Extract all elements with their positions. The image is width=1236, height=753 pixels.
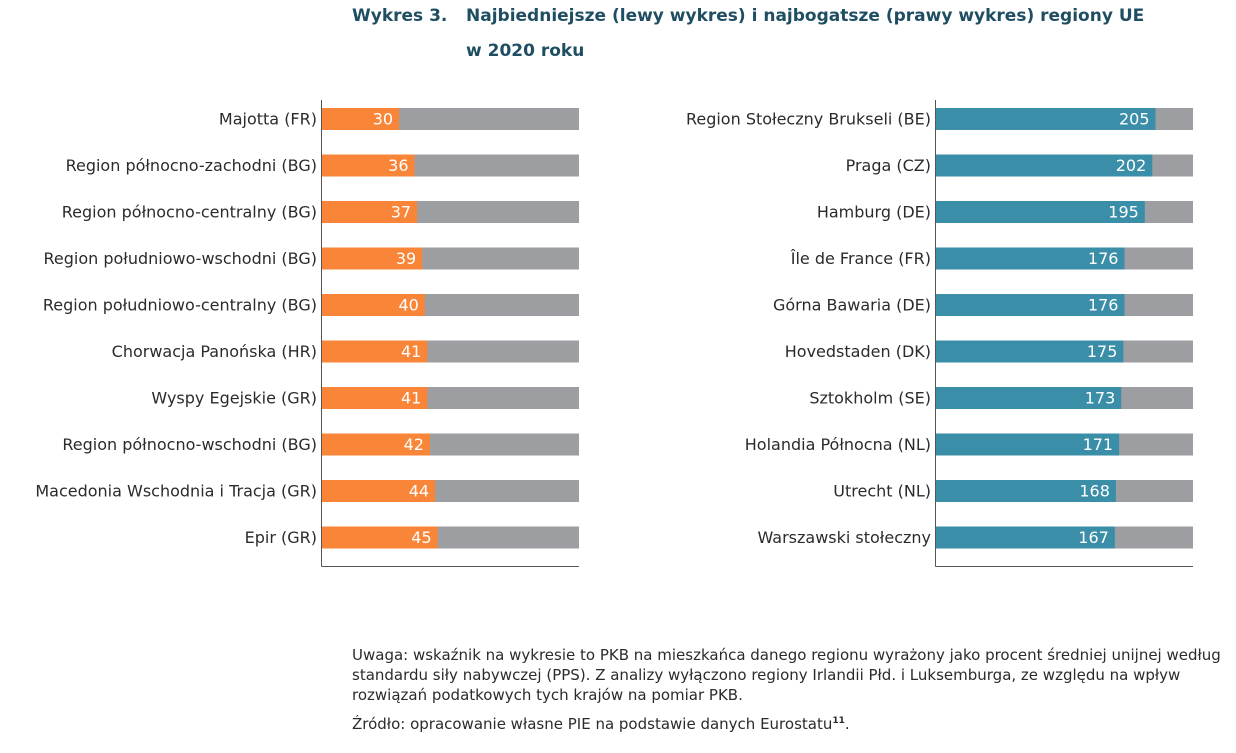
richest-category-label: Hamburg (DE)	[817, 203, 931, 222]
poorest-value-label: 41	[401, 342, 421, 361]
richest-value-label: 168	[1079, 482, 1110, 501]
richest-value-label: 173	[1085, 389, 1116, 408]
poorest-bar	[322, 294, 425, 316]
poorest-bar	[322, 433, 430, 456]
richest-value-label: 205	[1119, 110, 1150, 129]
bar-charts: 30 Majotta (FR) 36 Region północno-zachodni…	[35, 100, 1193, 567]
richest-bar	[936, 526, 1115, 549]
poorest-category-label: Macedonia Wschodnia i Tracja (GR)	[35, 482, 317, 501]
chart-title-label: Wykres 3.	[352, 6, 448, 26]
richest-category-label: Praga (CZ)	[846, 156, 931, 175]
source-line: Źródło: opracowanie własne PIE na podsta…	[352, 711, 1228, 734]
richest-category-label: Sztokholm (SE)	[809, 389, 931, 408]
poorest-value-label: 36	[388, 156, 408, 175]
note-text: Uwaga: wskaźnik na wykresie to PKB na mi…	[352, 646, 1221, 704]
poorest-value-label: 44	[409, 482, 429, 501]
poorest-value-label: 45	[411, 528, 431, 547]
richest-value-label: 171	[1083, 435, 1114, 454]
poorest-value-label: 39	[396, 249, 416, 268]
poorest-bar	[322, 154, 415, 177]
chart-title-line-1: Najbiedniejsze (lewy wykres) i najbogats…	[466, 6, 1145, 26]
source-end: .	[844, 715, 850, 733]
poorest-category-label: Region północno-centralny (BG)	[62, 203, 317, 222]
richest-value-label: 176	[1088, 249, 1119, 268]
richest-category-label: Górna Bawaria (DE)	[773, 296, 931, 315]
richest-value-label: 167	[1078, 528, 1109, 547]
poorest-value-label: 41	[401, 389, 421, 408]
richest-category-label: Holandia Północna (NL)	[745, 435, 931, 454]
richest-bar	[936, 294, 1125, 316]
chart-title-line-2: w 2020 roku	[466, 41, 585, 61]
richest-category-label: Region Stołeczny Brukseli (BE)	[686, 110, 931, 129]
poorest-bar	[322, 201, 418, 223]
richest-bar	[936, 154, 1153, 177]
richest-category-label: Île de France (FR)	[790, 249, 931, 268]
richest-bar	[936, 340, 1124, 363]
richest-bar	[936, 387, 1122, 409]
source-text: Źródło: opracowanie własne PIE na podsta…	[352, 715, 833, 733]
poorest-category-label: Region północno-zachodni (BG)	[66, 156, 317, 175]
richest-value-label: 202	[1116, 156, 1147, 175]
poorest-category-label: Epir (GR)	[245, 528, 317, 547]
poorest-bar	[322, 340, 428, 363]
poorest-bar	[322, 108, 400, 130]
richest-bar	[936, 108, 1156, 130]
poorest-category-label: Majotta (FR)	[219, 110, 317, 129]
richest-bar	[936, 201, 1145, 223]
richest-category-label: Hovedstaden (DK)	[785, 342, 931, 361]
richest-category-label: Warszawski stołeczny	[757, 528, 931, 547]
chart-note: Uwaga: wskaźnik na wykresie to PKB na mi…	[352, 645, 1228, 734]
poorest-category-label: Chorwacja Panońska (HR)	[112, 342, 317, 361]
poorest-value-label: 42	[404, 435, 424, 454]
richest-value-label: 195	[1108, 203, 1139, 222]
richest-bar	[936, 247, 1125, 270]
richest-bar	[936, 480, 1116, 502]
poorest-bar	[322, 247, 423, 270]
poorest-value-label: 30	[373, 110, 393, 129]
poorest-value-label: 40	[398, 296, 418, 315]
poorest-category-label: Region południowo-centralny (BG)	[43, 296, 317, 315]
richest-value-label: 175	[1087, 342, 1118, 361]
poorest-value-label: 37	[391, 203, 411, 222]
richest-bar	[936, 433, 1120, 456]
poorest-category-label: Region północno-wschodni (BG)	[62, 435, 317, 454]
richest-value-label: 176	[1088, 296, 1119, 315]
poorest-bar	[322, 526, 438, 549]
poorest-category-label: Region południowo-wschodni (BG)	[43, 249, 317, 268]
poorest-category-label: Wyspy Egejskie (GR)	[151, 389, 317, 408]
richest-category-label: Utrecht (NL)	[833, 482, 931, 501]
poorest-bar	[322, 480, 436, 502]
poorest-bar	[322, 387, 428, 409]
footnote-ref: 11	[832, 716, 845, 726]
